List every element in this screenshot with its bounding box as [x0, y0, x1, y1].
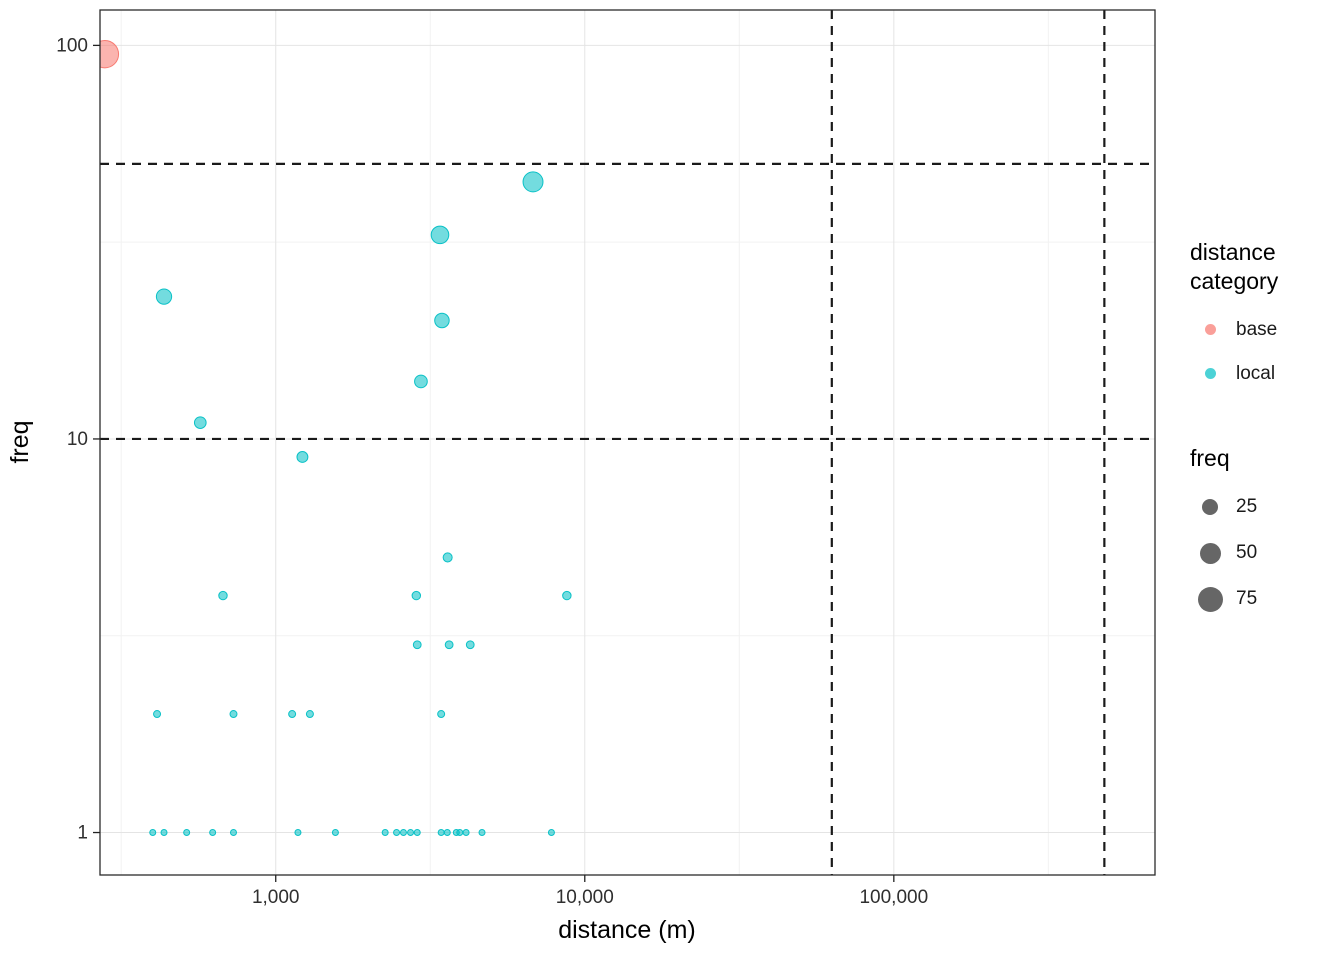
- data-point-local: [331, 829, 339, 837]
- legend-entry-label: local: [1236, 362, 1276, 384]
- legend-size-items: 25 50 75: [1190, 484, 1344, 622]
- data-point-local: [183, 829, 191, 837]
- data-points: [100, 39, 572, 837]
- size-swatch-icon: [1197, 586, 1223, 612]
- legend-size-label: 75: [1236, 588, 1258, 610]
- y-tick-label: 1: [77, 823, 88, 844]
- data-point-local: [411, 590, 422, 601]
- data-point-local: [437, 829, 445, 837]
- data-point-base: [100, 39, 120, 69]
- x-tick-label: 1,000: [252, 887, 300, 908]
- data-point-local: [218, 590, 228, 601]
- legend-entry-base: base: [1190, 308, 1344, 352]
- legend-category-title: distance category: [1190, 239, 1279, 294]
- data-point-local: [414, 374, 428, 389]
- data-point-local: [229, 829, 237, 837]
- data-point-local: [193, 416, 207, 429]
- data-point-local: [209, 829, 217, 837]
- data-point-local: [456, 829, 464, 837]
- data-point-local: [155, 288, 173, 305]
- y-tick-label: 10: [67, 429, 88, 450]
- data-point-local: [442, 552, 453, 563]
- data-point-local: [462, 829, 470, 837]
- data-point-local: [149, 829, 157, 837]
- y-axis-title: freq: [6, 420, 34, 463]
- x-tick-label: 100,000: [859, 887, 928, 908]
- legend-size-key-50: [1190, 542, 1230, 564]
- legend-key-dot-base: [1190, 324, 1230, 335]
- legend-key-dot-local: [1190, 368, 1230, 379]
- legend-size-key-75: [1190, 586, 1230, 612]
- y-tick-label: 100: [56, 35, 88, 56]
- data-point-local: [478, 829, 486, 837]
- x-tick-label: 10,000: [556, 887, 614, 908]
- size-swatch-icon: [1202, 499, 1218, 516]
- data-point-local: [522, 171, 544, 193]
- data-point-local: [413, 829, 421, 837]
- data-point-local: [434, 312, 450, 329]
- size-swatch-icon: [1199, 542, 1221, 564]
- data-point-local: [288, 710, 297, 719]
- legend-category-items: base local: [1190, 308, 1344, 396]
- data-point-local: [430, 225, 450, 245]
- gridlines: [100, 10, 1155, 875]
- data-point-local: [153, 710, 162, 719]
- legend-size-label: 50: [1236, 542, 1258, 564]
- data-point-local: [444, 640, 454, 650]
- data-point-local: [562, 590, 572, 601]
- axes: 1,000 10,000 100,000 1 10 100: [56, 35, 928, 908]
- panel-border: [99, 9, 1156, 876]
- legend-entry-local: local: [1190, 352, 1344, 396]
- data-point-local: [381, 829, 389, 837]
- data-point-local: [547, 829, 555, 837]
- data-point-local: [407, 829, 415, 837]
- base-color-swatch-icon: [1204, 324, 1216, 335]
- panel: [100, 10, 1155, 875]
- data-point-local: [412, 640, 422, 650]
- data-point-local: [443, 829, 451, 837]
- data-point-local: [465, 640, 475, 650]
- legend: distance category base local freq 25 50 75: [1190, 238, 1344, 622]
- legend-size-entry-25: 25: [1190, 484, 1344, 530]
- legend-size-label: 25: [1236, 496, 1258, 518]
- reference-lines: [100, 10, 1155, 875]
- data-point-local: [229, 710, 238, 719]
- data-point-local: [393, 829, 401, 837]
- x-axis-title: distance (m): [558, 916, 696, 944]
- data-point-local: [399, 829, 407, 837]
- data-point-local: [294, 829, 302, 837]
- data-point-local: [296, 451, 309, 463]
- local-color-swatch-icon: [1204, 368, 1216, 379]
- data-point-local: [437, 710, 446, 719]
- legend-entry-label: base: [1236, 318, 1278, 340]
- legend-size-entry-75: 75: [1190, 576, 1344, 622]
- legend-size-title: freq: [1190, 444, 1230, 471]
- legend-size-key-25: [1190, 499, 1230, 516]
- legend-size-entry-50: 50: [1190, 530, 1344, 576]
- data-point-local: [160, 829, 168, 837]
- data-point-local: [305, 710, 314, 719]
